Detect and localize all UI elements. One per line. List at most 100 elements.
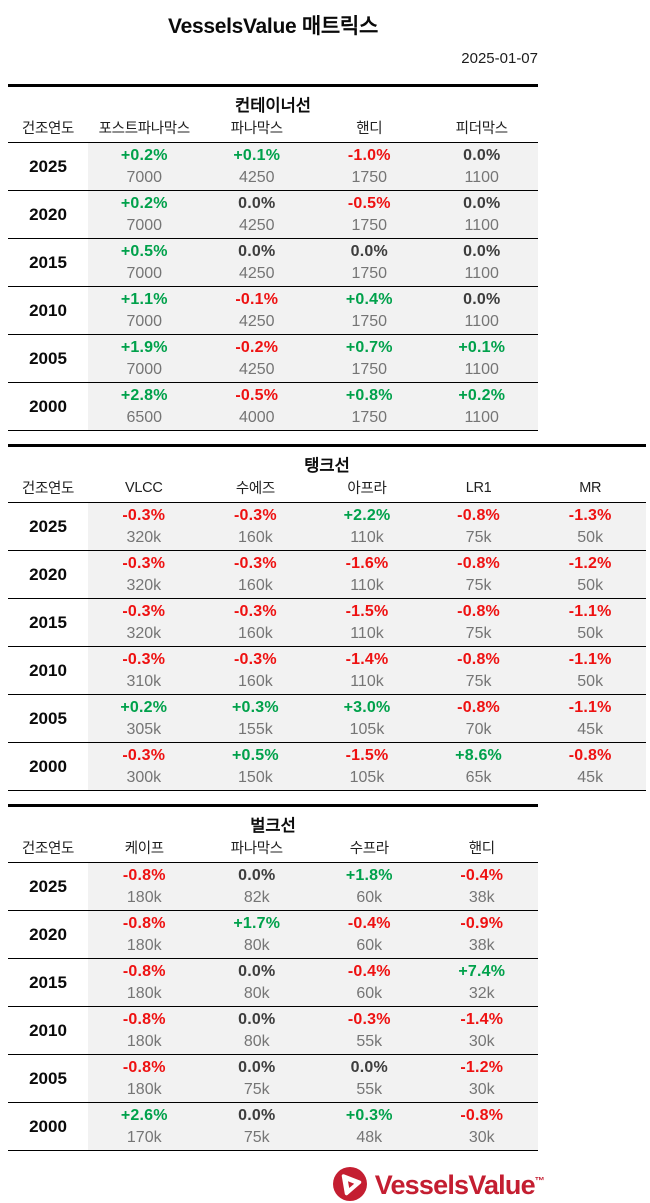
pct-change: -0.9% <box>460 915 504 932</box>
value-cell: +0.7% 1750 <box>313 334 426 383</box>
pct-change: +0.2% <box>120 195 168 212</box>
asset-value: 4250 <box>238 265 275 282</box>
matrix-table-tanker: 탱크선 건조연도 VLCC 수에즈 아프라 LR1 MR 2025 -0.3% 320k -0.3%… <box>8 444 646 791</box>
pct-change: +0.2% <box>120 699 168 716</box>
pct-change: -0.4% <box>460 867 504 884</box>
page-title: VesselsValue 매트릭스 <box>168 15 378 38</box>
pct-change: -0.8% <box>122 867 166 884</box>
pct-change: -0.8% <box>457 651 500 668</box>
asset-value: 1100 <box>464 409 499 426</box>
pct-change: +0.3% <box>345 1107 393 1124</box>
asset-value: 30k <box>468 1033 495 1050</box>
value-cell: -0.5% 4000 <box>200 382 313 431</box>
column-header: 파나막스 <box>200 837 313 863</box>
pct-change: -0.3% <box>122 555 166 572</box>
pct-change: -0.3% <box>122 603 166 620</box>
matrix-table-bulker: 벌크선 건조연도 케이프 파나막스 수프라 핸디 2025 -0.8% 180k 0.0% 82k +… <box>8 804 538 1151</box>
asset-value: 55k <box>356 1081 383 1098</box>
pct-change: +1.9% <box>120 339 168 356</box>
pct-change: -0.8% <box>122 1011 166 1028</box>
year-cell: 2015 <box>8 598 88 647</box>
asset-value: 155k <box>238 721 273 738</box>
value-cell: +0.2% 7000 <box>88 190 201 239</box>
asset-value: 110k <box>350 577 384 594</box>
asset-value: 48k <box>356 1129 383 1146</box>
value-cell: -0.8% 75k <box>422 598 535 647</box>
asset-value: 60k <box>356 985 383 1002</box>
value-cell: -0.3% 160k <box>199 646 312 695</box>
year-cell: 2020 <box>8 550 88 599</box>
asset-value: 1100 <box>464 361 499 378</box>
value-cell: -1.4% 110k <box>311 646 423 695</box>
asset-value: 305k <box>126 721 162 738</box>
asset-value: 1750 <box>351 169 388 186</box>
pct-change: 0.0% <box>350 1059 388 1076</box>
pct-change: 0.0% <box>350 243 388 260</box>
trademark-symbol: ™ <box>534 1176 545 1187</box>
asset-value: 310k <box>126 673 162 690</box>
asset-value: 7000 <box>126 217 163 234</box>
table-body-container: 컨테이너선 건조연도 포스트파나막스 파나막스 핸디 피더막스 2025 +0.2% 7000 +… <box>8 86 538 431</box>
pct-change: -0.8% <box>457 555 500 572</box>
table-body-tanker: 탱크선 건조연도 VLCC 수에즈 아프라 LR1 MR 2025 -0.3% 320k -0.3%… <box>8 446 646 791</box>
asset-value: 50k <box>577 673 604 690</box>
value-cell: +1.8% 60k <box>313 862 426 911</box>
table-row-2015: 2015 -0.3% 320k -0.3% 160k -1.5% 110k -0.8% 75k -… <box>8 598 646 647</box>
asset-value: 110k <box>350 673 384 690</box>
footer: VesselsValue™ <box>8 1164 545 1203</box>
asset-value: 30k <box>468 1129 495 1146</box>
value-cell: -0.8% 45k <box>534 742 646 791</box>
matrix-tables-container: 컨테이너선 건조연도 포스트파나막스 파나막스 핸디 피더막스 2025 +0.2% 7000 +… <box>8 84 650 1151</box>
pct-change: -0.8% <box>122 963 166 980</box>
pct-change: +0.7% <box>345 339 393 356</box>
pct-change: 0.0% <box>238 1011 276 1028</box>
year-cell: 2000 <box>8 382 88 431</box>
value-cell: -1.2% 30k <box>425 1054 538 1103</box>
table-row-2005: 2005 +1.9% 7000 -0.2% 4250 +0.7% 1750 +0.1% 1100 <box>8 334 538 383</box>
asset-value: 1100 <box>464 265 499 282</box>
pct-change: +0.2% <box>458 387 506 404</box>
pct-change: -0.3% <box>347 1011 391 1028</box>
pct-change: 0.0% <box>463 147 501 164</box>
pct-change: -0.3% <box>233 603 277 620</box>
column-header: 파나막스 <box>200 117 313 143</box>
value-cell: +7.4% 32k <box>425 958 538 1007</box>
pct-change: -1.4% <box>345 651 389 668</box>
year-cell: 2010 <box>8 646 88 695</box>
value-cell: 0.0% 4250 <box>200 190 313 239</box>
asset-value: 80k <box>243 985 270 1002</box>
value-cell: -0.8% 180k <box>88 910 201 959</box>
value-cell: -0.8% 75k <box>422 646 535 695</box>
pct-change: -0.8% <box>568 747 612 764</box>
pct-change: +2.6% <box>120 1107 168 1124</box>
value-cell: -0.8% 75k <box>422 550 535 599</box>
year-cell: 2010 <box>8 1006 88 1055</box>
asset-value: 60k <box>356 937 383 954</box>
asset-value: 55k <box>356 1033 383 1050</box>
asset-value: 160k <box>238 529 273 546</box>
table-row-2020: 2020 +0.2% 7000 0.0% 4250 -0.5% 1750 0.0% 1100 <box>8 190 538 239</box>
matrix-table-container: 컨테이너선 건조연도 포스트파나막스 파나막스 핸디 피더막스 2025 +0.2% 7000 +… <box>8 84 538 431</box>
column-header-year: 건조연도 <box>8 477 88 503</box>
pct-change: +3.0% <box>343 699 391 716</box>
year-cell: 2000 <box>8 1102 88 1151</box>
value-cell: -1.2% 50k <box>534 550 646 599</box>
value-cell: -0.2% 4250 <box>200 334 313 383</box>
asset-value: 110k <box>350 529 384 546</box>
asset-value: 180k <box>126 937 162 954</box>
logo-wordmark: VesselsValue <box>374 1170 536 1200</box>
value-cell: -0.9% 38k <box>425 910 538 959</box>
value-cell: +0.3% 48k <box>313 1102 426 1151</box>
value-cell: 0.0% 1750 <box>313 238 426 287</box>
year-cell: 2025 <box>8 862 88 911</box>
column-header-year: 건조연도 <box>8 837 88 863</box>
asset-value: 70k <box>465 721 492 738</box>
pct-change: -0.5% <box>235 387 279 404</box>
value-cell: -0.3% 320k <box>88 550 200 599</box>
asset-value: 1750 <box>351 361 388 378</box>
value-cell: -1.6% 110k <box>311 550 423 599</box>
value-cell: -0.3% 160k <box>199 502 312 551</box>
report-date: 2025-01-07 <box>461 50 538 67</box>
asset-value: 160k <box>238 625 273 642</box>
